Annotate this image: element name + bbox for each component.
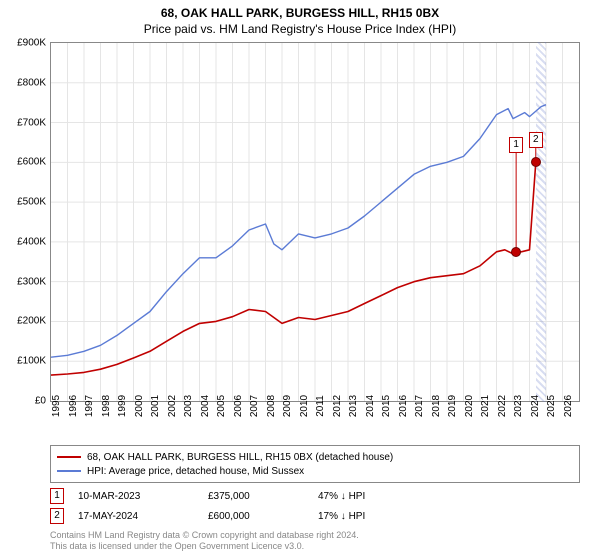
x-tick-label: 1995 (51, 395, 62, 417)
y-tick-label: £400K (17, 236, 46, 247)
footer-line1: Contains HM Land Registry data © Crown c… (50, 530, 580, 541)
sale-cell-price: £375,000 (208, 491, 318, 502)
x-tick-label: 1997 (84, 395, 95, 417)
y-tick-label: £500K (17, 197, 46, 208)
sale-cell-date: 17-MAY-2024 (78, 511, 208, 522)
x-tick-label: 2006 (233, 395, 244, 417)
x-tick-label: 2014 (365, 395, 376, 417)
y-tick-label: £200K (17, 316, 46, 327)
chart-title: 68, OAK HALL PARK, BURGESS HILL, RH15 0B… (0, 0, 600, 20)
x-tick-label: 2013 (348, 395, 359, 417)
legend-row: HPI: Average price, detached house, Mid … (57, 464, 573, 478)
x-tick-label: 2002 (167, 395, 178, 417)
x-tick-label: 2003 (183, 395, 194, 417)
x-tick-label: 1996 (68, 395, 79, 417)
x-tick-label: 2004 (200, 395, 211, 417)
sale-row-marker: 2 (50, 508, 64, 524)
x-tick-label: 2026 (563, 395, 574, 417)
x-tick-label: 2008 (266, 395, 277, 417)
sale-row-marker: 1 (50, 488, 64, 504)
x-tick-label: 2017 (414, 395, 425, 417)
x-tick-label: 2009 (282, 395, 293, 417)
x-tick-label: 2019 (447, 395, 458, 417)
chart-area: £0£100K£200K£300K£400K£500K£600K£700K£80… (50, 42, 580, 402)
plot-svg (51, 43, 579, 401)
sale-cell-delta: 17% ↓ HPI (318, 511, 428, 522)
legend-swatch (57, 470, 81, 472)
x-tick-label: 2025 (546, 395, 557, 417)
x-tick-label: 2020 (464, 395, 475, 417)
sale-marker-dot (531, 157, 541, 167)
y-tick-label: £700K (17, 117, 46, 128)
x-tick-label: 2022 (497, 395, 508, 417)
y-tick-label: £800K (17, 77, 46, 88)
y-tick-label: £300K (17, 276, 46, 287)
sales-table: 1 10-MAR-2023£375,00047% ↓ HPI 2 17-MAY-202… (50, 486, 580, 526)
legend-label: 68, OAK HALL PARK, BURGESS HILL, RH15 0B… (87, 452, 393, 463)
legend-row: 68, OAK HALL PARK, BURGESS HILL, RH15 0B… (57, 450, 573, 464)
x-tick-label: 2007 (249, 395, 260, 417)
legend-swatch (57, 456, 81, 458)
forecast-hatch-band (536, 42, 546, 402)
legend-box: 68, OAK HALL PARK, BURGESS HILL, RH15 0B… (50, 445, 580, 483)
x-tick-label: 2011 (315, 395, 326, 417)
footer-line2: This data is licensed under the Open Gov… (50, 541, 580, 552)
x-tick-label: 2023 (513, 395, 524, 417)
chart-container: 68, OAK HALL PARK, BURGESS HILL, RH15 0B… (0, 0, 600, 560)
footer-attribution: Contains HM Land Registry data © Crown c… (50, 530, 580, 552)
y-tick-label: £0 (35, 396, 46, 407)
plot-border (50, 42, 580, 402)
y-tick-label: £900K (17, 38, 46, 49)
sale-marker-box: 2 (529, 132, 543, 148)
y-tick-label: £100K (17, 356, 46, 367)
x-tick-label: 2005 (216, 395, 227, 417)
sale-marker-dot (511, 247, 521, 257)
x-tick-label: 2024 (530, 395, 541, 417)
x-tick-label: 2012 (332, 395, 343, 417)
x-tick-label: 2021 (480, 395, 491, 417)
x-tick-label: 2010 (299, 395, 310, 417)
chart-subtitle: Price paid vs. HM Land Registry's House … (0, 20, 600, 40)
x-tick-label: 2001 (150, 395, 161, 417)
sale-marker-box: 1 (509, 137, 523, 153)
sale-row: 1 10-MAR-2023£375,00047% ↓ HPI (50, 486, 580, 506)
x-tick-label: 2018 (431, 395, 442, 417)
x-tick-label: 1999 (117, 395, 128, 417)
x-tick-label: 2015 (381, 395, 392, 417)
sale-cell-price: £600,000 (208, 511, 318, 522)
sale-cell-date: 10-MAR-2023 (78, 491, 208, 502)
x-tick-label: 2016 (398, 395, 409, 417)
legend-label: HPI: Average price, detached house, Mid … (87, 466, 304, 477)
sale-row: 2 17-MAY-2024£600,00017% ↓ HPI (50, 506, 580, 526)
sale-cell-delta: 47% ↓ HPI (318, 491, 428, 502)
x-tick-label: 1998 (101, 395, 112, 417)
x-tick-label: 2000 (134, 395, 145, 417)
y-tick-label: £600K (17, 157, 46, 168)
